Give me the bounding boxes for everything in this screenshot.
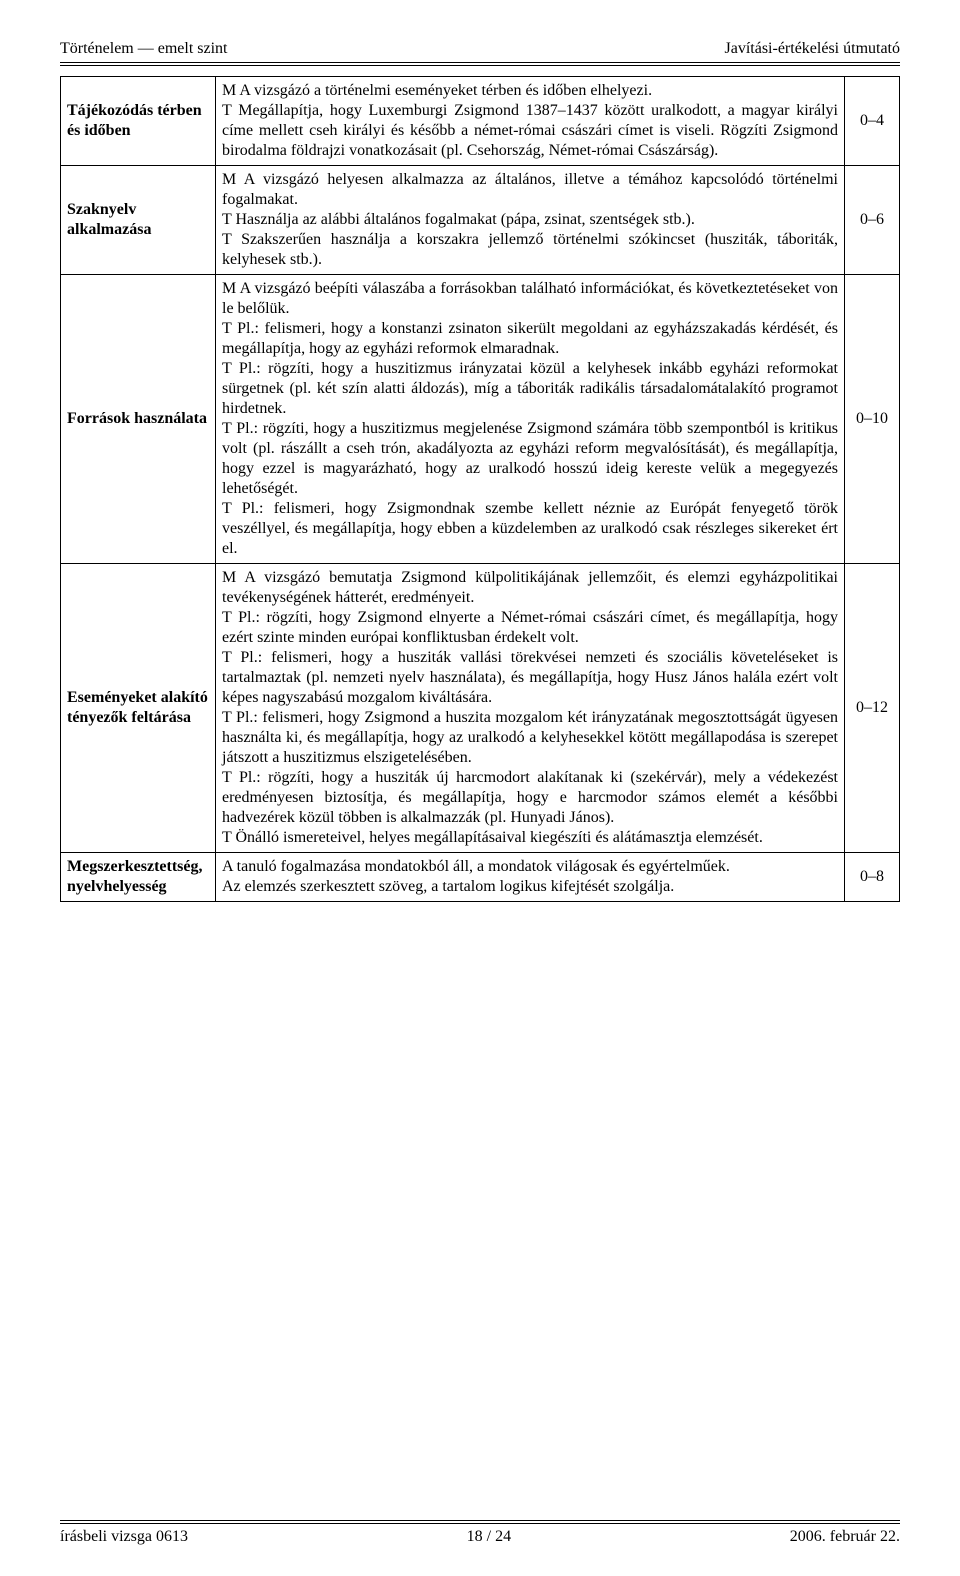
- row-label: Megszerkesztettség, nyelvhelyesség: [61, 853, 216, 902]
- row-content: M A vizsgázó a történelmi eseményeket té…: [216, 77, 845, 166]
- row-label: Eseményeket alakító tényezők feltárása: [61, 564, 216, 853]
- table-row: Eseményeket alakító tényezők feltárása M…: [61, 564, 900, 853]
- table-row: Megszerkesztettség, nyelvhelyesség A tan…: [61, 853, 900, 902]
- row-score: 0–10: [845, 275, 900, 564]
- footer-line: írásbeli vizsga 0613 18 / 24 2006. febru…: [60, 1524, 900, 1546]
- table-row: Források használata M A vizsgázó beépíti…: [61, 275, 900, 564]
- row-score: 0–8: [845, 853, 900, 902]
- footer-left: írásbeli vizsga 0613: [60, 1528, 188, 1546]
- header-right: Javítási-értékelési útmutató: [725, 40, 901, 58]
- row-score: 0–6: [845, 166, 900, 275]
- footer-right: 2006. február 22.: [790, 1528, 900, 1546]
- footer-center: 18 / 24: [467, 1528, 511, 1546]
- rubric-table: Tájékozódás térben és időben M A vizsgáz…: [60, 76, 900, 902]
- row-content: M A vizsgázó bemutatja Zsigmond külpolit…: [216, 564, 845, 853]
- footer-rule-1: [60, 1520, 900, 1521]
- row-content: M A vizsgázó helyesen alkalmazza az álta…: [216, 166, 845, 275]
- table-row: Szaknyelv alkalmazása M A vizsgázó helye…: [61, 166, 900, 275]
- row-score: 0–4: [845, 77, 900, 166]
- page-header: Történelem — emelt szint Javítási-értéke…: [60, 40, 900, 62]
- page-footer: írásbeli vizsga 0613 18 / 24 2006. febru…: [60, 1520, 900, 1546]
- header-rule-2: [60, 65, 900, 66]
- row-score: 0–12: [845, 564, 900, 853]
- row-label: Források használata: [61, 275, 216, 564]
- row-label: Szaknyelv alkalmazása: [61, 166, 216, 275]
- header-rule-1: [60, 62, 900, 63]
- row-label: Tájékozódás térben és időben: [61, 77, 216, 166]
- row-content: A tanuló fogalmazása mondatokból áll, a …: [216, 853, 845, 902]
- row-content: M A vizsgázó beépíti válaszába a forráso…: [216, 275, 845, 564]
- table-row: Tájékozódás térben és időben M A vizsgáz…: [61, 77, 900, 166]
- header-left: Történelem — emelt szint: [60, 40, 228, 58]
